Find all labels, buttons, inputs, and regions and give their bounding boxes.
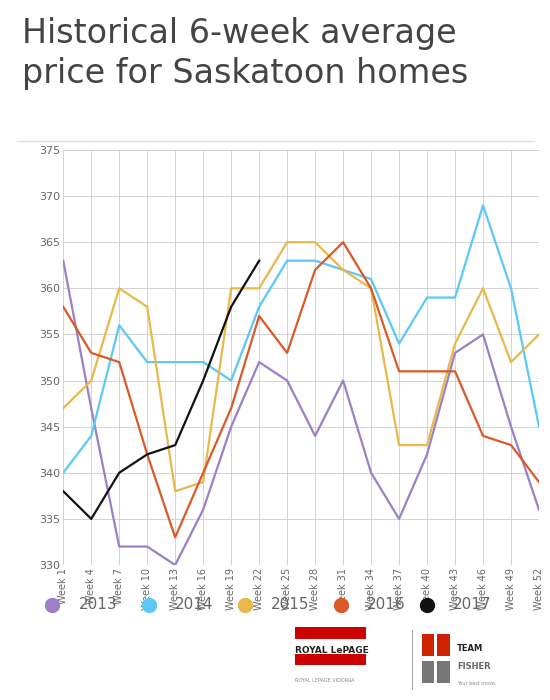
Text: TEAM: TEAM: [457, 644, 483, 653]
Bar: [295, 654, 366, 666]
Bar: [422, 634, 435, 656]
Bar: [437, 661, 449, 683]
Text: 2014: 2014: [175, 597, 213, 612]
Text: 2017: 2017: [453, 597, 492, 612]
Text: 2013: 2013: [79, 597, 117, 612]
Bar: [437, 634, 449, 656]
Text: FISHER: FISHER: [457, 662, 491, 671]
Text: ROYAL LEPAGE VIDORRA: ROYAL LEPAGE VIDORRA: [295, 678, 355, 682]
Text: Your best move.: Your best move.: [457, 680, 497, 686]
Text: Historical 6-week average
price for Saskatoon homes: Historical 6-week average price for Sask…: [22, 18, 468, 90]
Text: 2015: 2015: [271, 597, 310, 612]
Text: 2016: 2016: [367, 597, 406, 612]
Bar: [295, 627, 366, 639]
Text: ROYAL LePAGE: ROYAL LePAGE: [295, 646, 369, 655]
Bar: [422, 661, 435, 683]
